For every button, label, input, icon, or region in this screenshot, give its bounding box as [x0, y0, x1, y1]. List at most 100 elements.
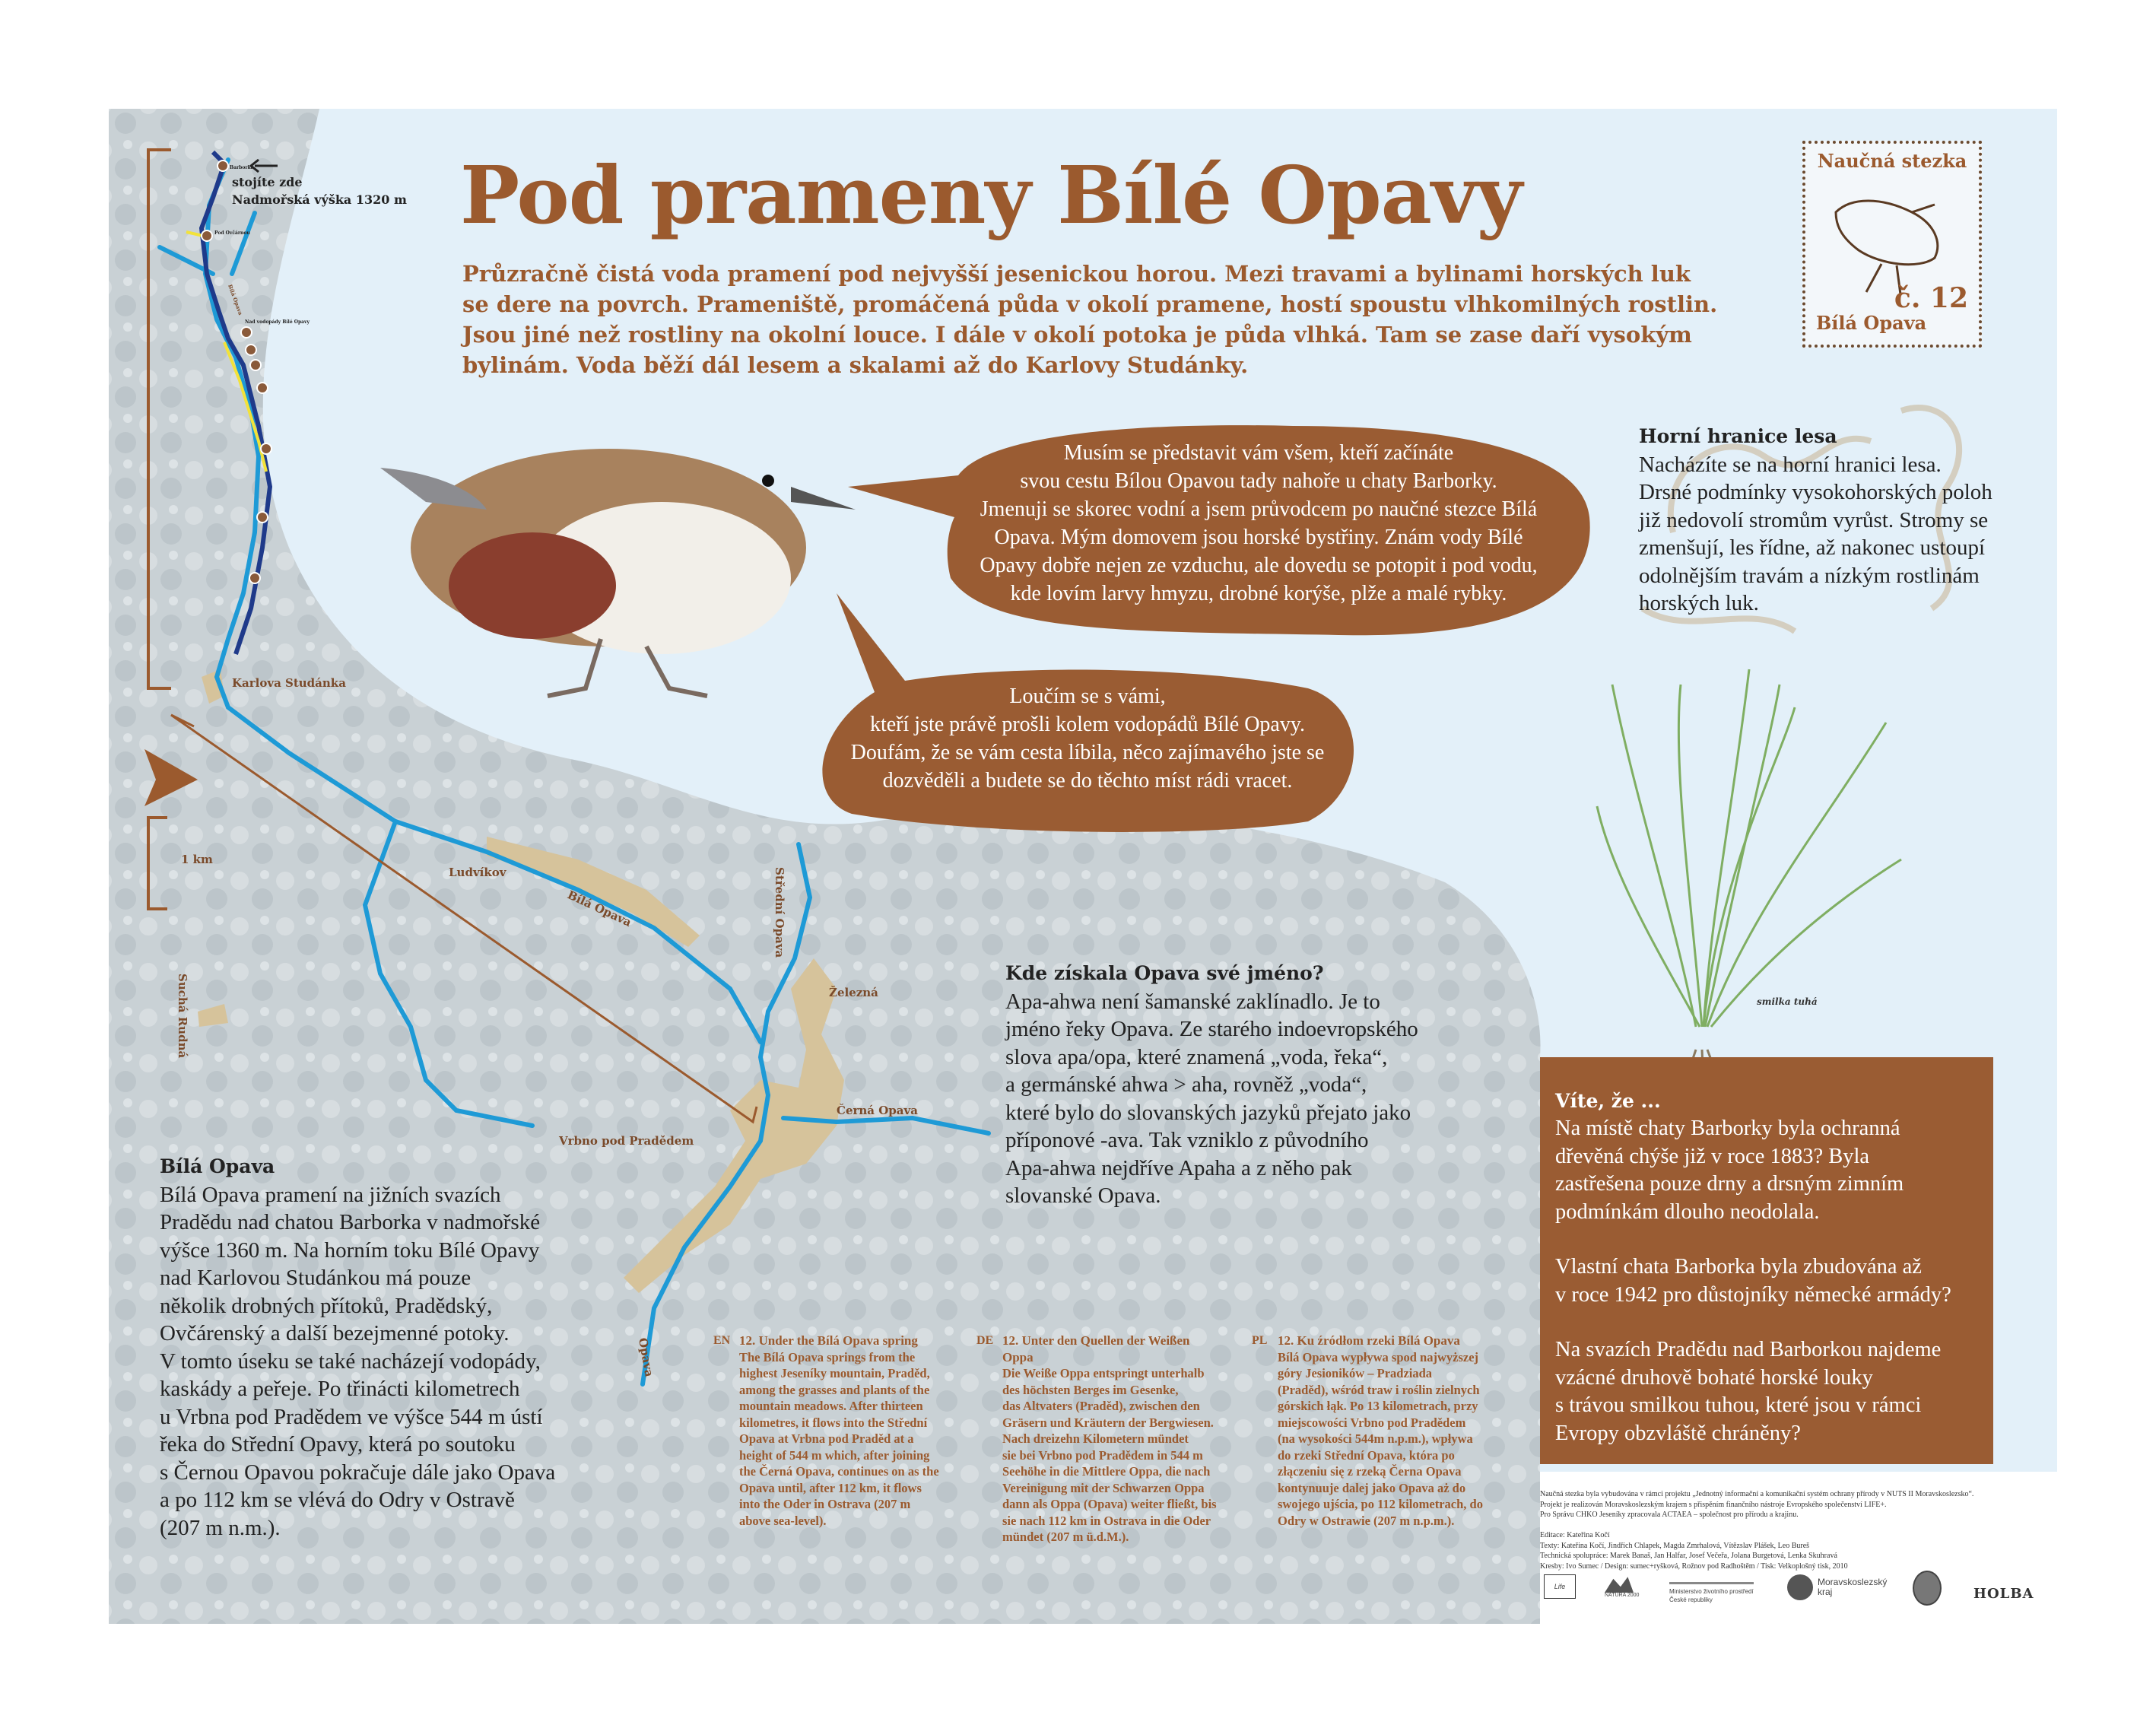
text-line: do rzeki Střední Opava, która po	[1278, 1447, 1455, 1463]
text-line: kaskády a peřeje. Po třinácti kilometrec…	[160, 1377, 520, 1401]
text-line: das Altvaters (Praděd), zwischen den	[1002, 1399, 1200, 1413]
text-line: Nach dreizehn Kilometern mündet	[1002, 1431, 1189, 1446]
text-line: above sea-level).	[739, 1513, 827, 1528]
stop-marker[interactable]	[240, 326, 252, 338]
text-line: Odry w Ostrawie (207 m n.p.m.).	[1278, 1513, 1455, 1528]
grass-caption: smilka tuhá	[1757, 996, 1818, 1007]
dipper-sketch-icon	[1834, 199, 1939, 295]
text-line: Bílá Opava wypływa spod najwyższej	[1278, 1349, 1479, 1364]
did-you-know-paragraph: Vlastní chata Barborka byla zbudována až…	[1555, 1253, 1978, 1309]
text-line: sie nach 112 km in Ostrava in die Oder	[1002, 1513, 1211, 1528]
text-line: the Černá Opava, continues on as the	[739, 1464, 939, 1479]
text-line: height of 544 m which, after joining	[739, 1447, 930, 1463]
grass-illustration	[1596, 669, 1902, 1085]
scale-bracket-top	[147, 148, 171, 690]
did-you-know-heading: Víte, že ...	[1555, 1090, 1661, 1112]
bubble-line: Opavy dobře nejen ze vzduchu, ale dovedu…	[980, 554, 1538, 577]
town-sucha	[198, 1004, 228, 1027]
forest-limit-section: Horní hranice lesa Nacházíte se na horní…	[1639, 423, 1992, 618]
text-line: odolnějším travám a nízkým rostlinám	[1639, 563, 1980, 588]
text-line: des höchsten Berges im Gesenke,	[1002, 1382, 1179, 1397]
text-line: v roce 1942 pro důstojníky německé armád…	[1555, 1282, 1951, 1307]
krummholz-sketch	[1640, 405, 1963, 634]
credit-line: Projekt je realizován Moravskoslezským k…	[1540, 1500, 1887, 1509]
credits: Naučná stezka byla vybudována v rámci pr…	[1540, 1489, 1973, 1571]
translation-en: EN 12. Under the Bílá Opava spring The Bíl…	[713, 1333, 939, 1529]
natura-label: NATURA 2000	[1605, 1593, 1640, 1598]
map-label-stredni: Střední Opava	[773, 867, 786, 958]
text-line: dann als Oppa (Opava) weiter fließt, bis	[1002, 1497, 1217, 1511]
name-origin-section: Kde získala Opava své jméno? Apa-ahwa ne…	[1005, 960, 1418, 1210]
stamp-number: č. 12	[1894, 282, 1968, 314]
north-arrow-icon	[144, 749, 198, 806]
did-you-know-paragraph: Na místě chaty Barborky byla ochranná dř…	[1555, 1115, 1978, 1226]
map-label-zelezna: Železná	[829, 986, 878, 999]
text-line: nad Karlovou Studánkou má pouze	[160, 1266, 472, 1290]
stop-marker[interactable]	[217, 160, 229, 172]
text-line: among the grasses and plants of the	[739, 1382, 930, 1397]
map-scale-label: 1 km	[181, 853, 213, 866]
text-line: Na svazích Pradědu nad Barborkou najdeme	[1555, 1338, 1942, 1361]
text-line: Opava at Vrbna pod Praděd at a	[739, 1431, 914, 1446]
terrain-area	[109, 109, 1541, 1624]
translation-title: 12. Unter den Quellen der Weißen	[1002, 1333, 1190, 1348]
translation-de: DE 12. Unter den Quellen der Weißen Oppa Di…	[976, 1333, 1217, 1546]
forest-heading: Horní hranice lesa	[1639, 425, 1837, 447]
ministry-line: České republiky	[1669, 1596, 1713, 1603]
speech-bubble-1	[848, 425, 1590, 636]
map-label-sucha: Suchá Rudná	[176, 974, 189, 1058]
language-code: EN	[713, 1334, 731, 1347]
map-label-karlova: Karlova Studánka	[232, 676, 346, 690]
text-line: několik drobných přítoků, Pradědský,	[160, 1293, 493, 1318]
map-label-cerna: Černá Opava	[837, 1104, 918, 1117]
text-line: Die Weiße Oppa entspringt unterhalb	[1002, 1366, 1205, 1380]
speech-bubble-2	[822, 593, 1354, 832]
stop-marker[interactable]	[256, 382, 268, 394]
stop-marker[interactable]	[256, 511, 268, 523]
stop-marker[interactable]	[201, 230, 213, 242]
bubble-1-text: Musím se představit vám všem, kteří začí…	[954, 439, 1563, 608]
bubble-line: Opava. Mým domovem jsou horské bystřiny.…	[994, 526, 1523, 549]
did-you-know-paragraph: Na svazích Pradědu nad Barborkou najdeme…	[1555, 1336, 1978, 1447]
map-label-vrbno: Vrbno pod Pradědem	[558, 1134, 694, 1148]
text-line: swojego ujścia, po 112 kilometrach, do	[1278, 1497, 1483, 1511]
text-line: podmínkám dlouho neodolala.	[1555, 1199, 1820, 1224]
river-opava	[640, 1093, 770, 1387]
translation-title: 12. Under the Bílá Opava spring	[739, 1333, 918, 1348]
intro-text: Průzračně čistá voda pramení pod nejvyšš…	[462, 259, 1755, 380]
text-line: góry Jesioników – Pradziada	[1278, 1366, 1433, 1380]
bubble-line: kteří jste právě prošli kolem vodopádů B…	[869, 713, 1306, 736]
text-line: Apa-ahwa nejdříve Apaha a z něho pak	[1005, 1155, 1352, 1180]
map-label-ludvikov: Ludvíkov	[449, 866, 507, 879]
text-line: górskich łąk. Po 13 kilometrach, przy	[1278, 1399, 1478, 1413]
text-line: V tomto úseku se také nacházejí vodopády…	[160, 1349, 541, 1374]
bubble-line: Musím se představit vám všem, kteří začí…	[1063, 441, 1454, 465]
text-line: dřevěná chýše již v roce 1883? Byla	[1555, 1144, 1870, 1168]
seal-logo	[1913, 1571, 1942, 1606]
ministry-logo: Ministerstvo životního prostředí České r…	[1669, 1582, 1754, 1604]
stop-marker[interactable]	[260, 443, 272, 455]
credit-line: Pro Správu CHKO Jeseníky zpracovala ACTA…	[1540, 1511, 1799, 1519]
text-line: a po 112 km se vlévá do Odry v Ostravě	[160, 1488, 515, 1512]
stamp-name: Bílá Opava	[1816, 312, 1927, 334]
river-stredni-opava	[757, 842, 813, 1098]
stop-marker[interactable]	[249, 359, 262, 371]
river-bila-opava	[202, 157, 763, 1044]
stop-marker[interactable]	[245, 344, 257, 356]
text-line: slova apa/opa, které znamená „voda, řeka…	[1005, 1044, 1388, 1069]
stop-marker[interactable]	[249, 572, 261, 584]
stamp-title: Naučná stezka	[1817, 150, 1967, 172]
text-line: into the Oder in Ostrava (207 m	[739, 1497, 911, 1511]
credit-line: Editace: Kateřina Kočí	[1540, 1531, 1610, 1539]
language-code: DE	[976, 1334, 994, 1347]
map-altitude: Nadmořská výška 1320 m	[232, 192, 407, 207]
text-line: (na wysokości 544m n.p.m.), wpływa	[1278, 1431, 1473, 1446]
text-line: The Bílá Opava springs from the	[739, 1349, 916, 1364]
trail-line	[198, 150, 273, 655]
name-origin-heading: Kde získala Opava své jméno?	[1005, 962, 1324, 984]
text-line: Evropy obzvláště chráněny?	[1555, 1421, 1801, 1445]
text-line: miejscowości Vrbno pod Pradědem	[1278, 1415, 1466, 1430]
text-line: Vereinigung mit der Schwarzen Oppa	[1002, 1480, 1205, 1495]
natura-logo: NATURA 2000	[1605, 1573, 1639, 1598]
